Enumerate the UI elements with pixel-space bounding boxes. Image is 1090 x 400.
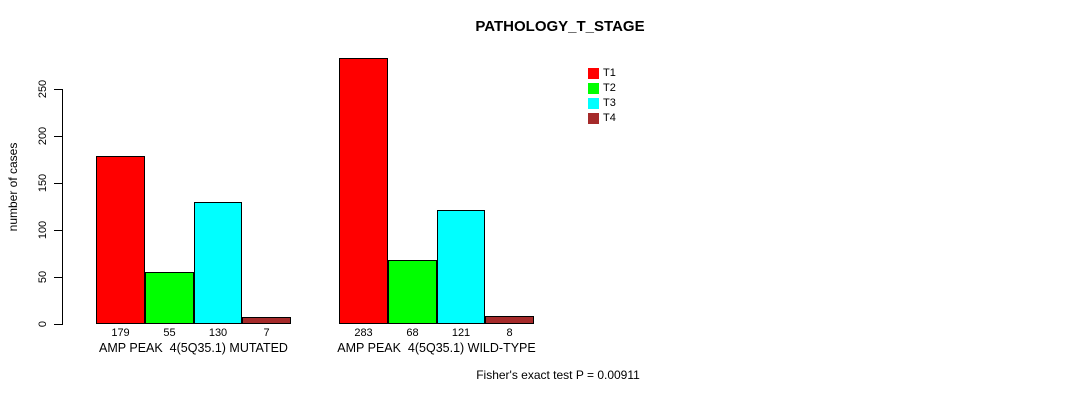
bar-value-label: 8 — [506, 327, 513, 339]
y-tick-label: 100 — [37, 220, 49, 240]
legend-label: T4 — [603, 112, 616, 124]
bar-t4-group1 — [242, 317, 291, 324]
statistical-test-result: Fisher's exact test P = 0.00911 — [476, 368, 640, 382]
bar-t4-group2 — [485, 316, 534, 324]
bar-t1-group1 — [96, 156, 145, 324]
y-tick-label: 50 — [37, 270, 49, 284]
legend-label: T2 — [603, 82, 616, 94]
category-label-group2: AMP PEAK 4(5Q35.1) WILD-TYPE — [337, 341, 536, 355]
legend-item-t4: T4 — [588, 111, 616, 126]
y-tick-label: 0 — [37, 320, 49, 328]
legend-swatch-t4 — [588, 113, 599, 124]
bar-t3-group1 — [194, 202, 242, 324]
bar-value-label: 283 — [354, 327, 373, 339]
bar-value-label: 68 — [406, 327, 419, 339]
y-tick — [54, 136, 62, 137]
chart-title: PATHOLOGY_T_STAGE — [475, 18, 645, 35]
legend-swatch-t1 — [588, 68, 599, 79]
y-tick-label: 250 — [37, 79, 49, 99]
legend-item-t1: T1 — [588, 66, 616, 81]
legend: T1 T2 T3 T4 — [588, 66, 616, 126]
bar-value-label: 179 — [111, 327, 130, 339]
legend-swatch-t2 — [588, 83, 599, 94]
y-axis-line — [62, 89, 63, 325]
legend-label: T3 — [603, 97, 616, 109]
bar-value-label: 121 — [451, 327, 471, 339]
bar-value-label: 7 — [263, 327, 270, 339]
bar-t1-group2 — [339, 58, 388, 324]
legend-item-t2: T2 — [588, 81, 616, 96]
legend-item-t3: T3 — [588, 96, 616, 111]
bar-value-label: 130 — [208, 327, 228, 339]
y-tick — [54, 89, 62, 90]
legend-label: T1 — [603, 67, 616, 79]
bar-t2-group2 — [388, 260, 437, 324]
y-tick — [54, 230, 62, 231]
bar-t2-group1 — [145, 272, 194, 324]
y-tick — [54, 277, 62, 278]
legend-swatch-t3 — [588, 98, 599, 109]
bar-value-label: 55 — [163, 327, 176, 339]
y-tick-label: 150 — [37, 173, 49, 193]
category-label-group1: AMP PEAK 4(5Q35.1) MUTATED — [99, 341, 288, 355]
y-axis-label: number of cases — [6, 142, 20, 232]
y-tick — [54, 183, 62, 184]
y-tick-label: 200 — [37, 126, 49, 146]
bar-t3-group2 — [437, 210, 485, 324]
y-tick — [54, 324, 62, 325]
